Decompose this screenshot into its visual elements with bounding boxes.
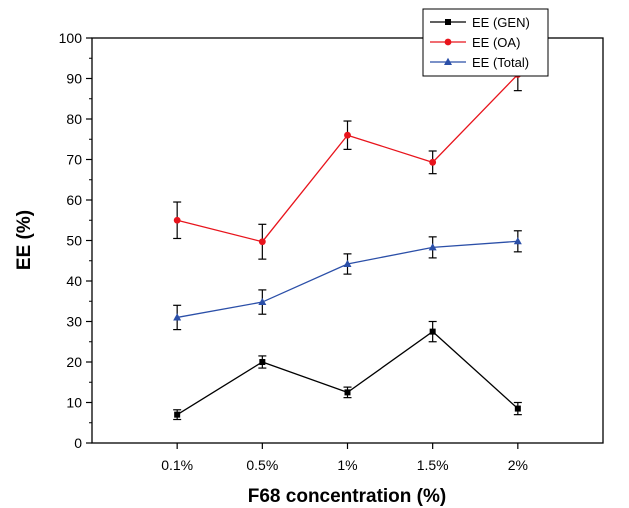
legend-marker xyxy=(444,38,452,46)
series-line xyxy=(176,330,519,416)
x-tick-label: 0.5% xyxy=(246,457,278,473)
data-point xyxy=(343,259,352,267)
x-tick-label: 0.1% xyxy=(161,457,193,473)
x-axis-title: F68 concentration (%) xyxy=(248,486,446,507)
series-layer xyxy=(173,57,522,421)
y-tick-label: 100 xyxy=(59,30,83,46)
data-point xyxy=(429,328,436,335)
x-tick-label: 2% xyxy=(508,457,528,473)
data-point xyxy=(173,313,182,321)
y-tick-label: 0 xyxy=(74,435,82,451)
x-axis-ticks: 0.1% 0.5% 1% 1.5% 2% xyxy=(161,443,528,473)
legend-label: EE (OA) xyxy=(472,35,520,50)
y-tick-label: 50 xyxy=(66,233,82,249)
legend: EE (GEN) EE (OA) EE (Total) xyxy=(422,8,549,77)
data-point xyxy=(258,297,267,306)
series-line xyxy=(177,73,519,243)
y-axis-ticks: 0 10 20 30 40 50 60 70 80 90 100 xyxy=(59,30,92,451)
legend-label: EE (GEN) xyxy=(472,15,530,30)
data-point xyxy=(173,216,181,224)
y-tick-label: 10 xyxy=(66,395,82,411)
data-point xyxy=(258,238,266,246)
series-ee-oa xyxy=(173,57,522,260)
data-point xyxy=(174,411,181,418)
data-point xyxy=(428,243,437,251)
series-line xyxy=(177,240,518,319)
series-ee-gen xyxy=(173,320,522,421)
plot-frame xyxy=(91,37,604,444)
data-point xyxy=(344,389,351,396)
data-point xyxy=(259,359,266,365)
y-tick-label: 20 xyxy=(66,354,82,370)
legend-marker xyxy=(444,57,452,65)
data-point xyxy=(513,237,522,245)
series-ee-total xyxy=(173,230,522,331)
data-point xyxy=(429,158,437,166)
data-point xyxy=(514,405,521,412)
y-axis-title: EE (%) xyxy=(14,210,35,270)
y-tick-label: 70 xyxy=(66,152,82,168)
x-tick-label: 1.5% xyxy=(417,457,449,473)
y-tick-label: 80 xyxy=(66,111,82,127)
y-tick-label: 30 xyxy=(66,314,82,330)
data-point xyxy=(344,131,351,139)
y-tick-label: 90 xyxy=(66,71,82,87)
y-tick-label: 40 xyxy=(66,273,82,289)
legend-label: EE (Total) xyxy=(472,55,529,70)
y-tick-label: 60 xyxy=(66,192,82,208)
x-tick-label: 1% xyxy=(337,457,357,473)
legend-marker xyxy=(445,19,451,25)
